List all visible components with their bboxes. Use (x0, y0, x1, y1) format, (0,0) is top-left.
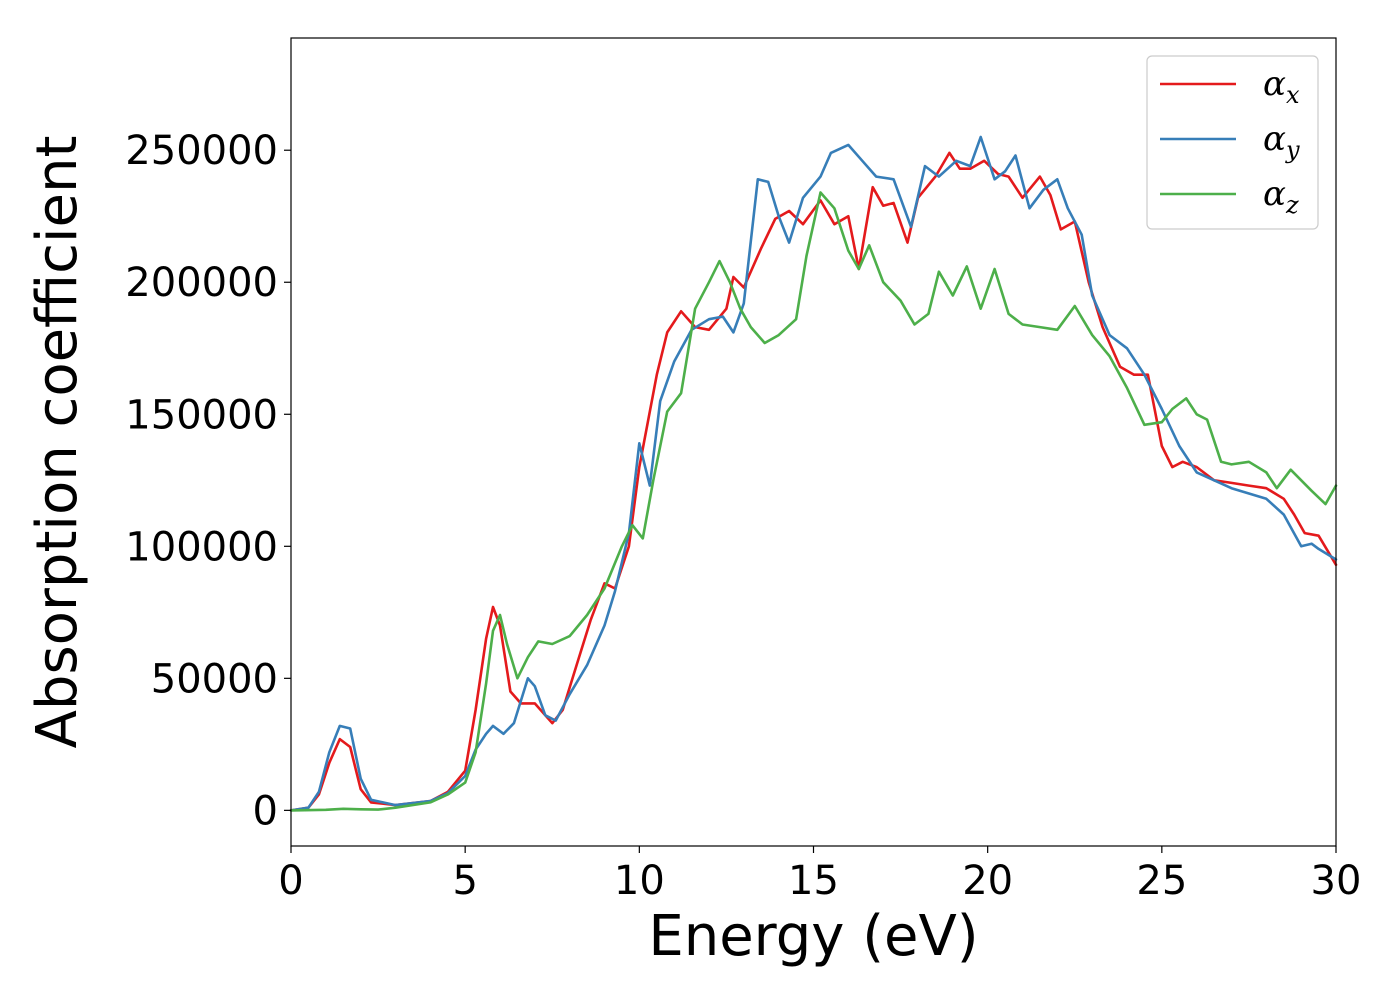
x-tick-label: 20 (962, 858, 1013, 904)
legend-label-x: αx (1263, 64, 1300, 109)
x-tick-label: 0 (278, 858, 303, 904)
y-tick-label: 50000 (151, 656, 278, 702)
y-tick-label: 100000 (125, 524, 278, 570)
series-line-x (289, 151, 1338, 812)
x-axis-ticks: 0 5 10 15 20 25 30 (278, 846, 1361, 904)
legend: αx αy αz (1146, 55, 1319, 230)
y-axis-title: Absorption coefficient (25, 136, 90, 749)
x-tick-label: 5 (452, 858, 477, 904)
x-tick-label: 30 (1311, 858, 1362, 904)
x-tick-label: 25 (1136, 858, 1187, 904)
series-layer (289, 135, 1338, 812)
x-axis-title: Energy (eV) (648, 904, 978, 969)
series-line-y (289, 135, 1338, 812)
y-tick-label: 150000 (125, 392, 278, 438)
y-tick-label: 0 (253, 788, 278, 834)
y-axis-ticks: 0 50000 100000 150000 200000 250000 (125, 128, 291, 834)
legend-label-y: αy (1263, 119, 1300, 164)
y-tick-label: 250000 (125, 128, 278, 174)
series-line-z (289, 191, 1338, 812)
x-tick-label: 10 (614, 858, 665, 904)
x-tick-label: 15 (788, 858, 839, 904)
legend-label-z: αz (1263, 174, 1299, 219)
legend-box (1146, 55, 1319, 230)
y-tick-label: 200000 (125, 260, 278, 306)
